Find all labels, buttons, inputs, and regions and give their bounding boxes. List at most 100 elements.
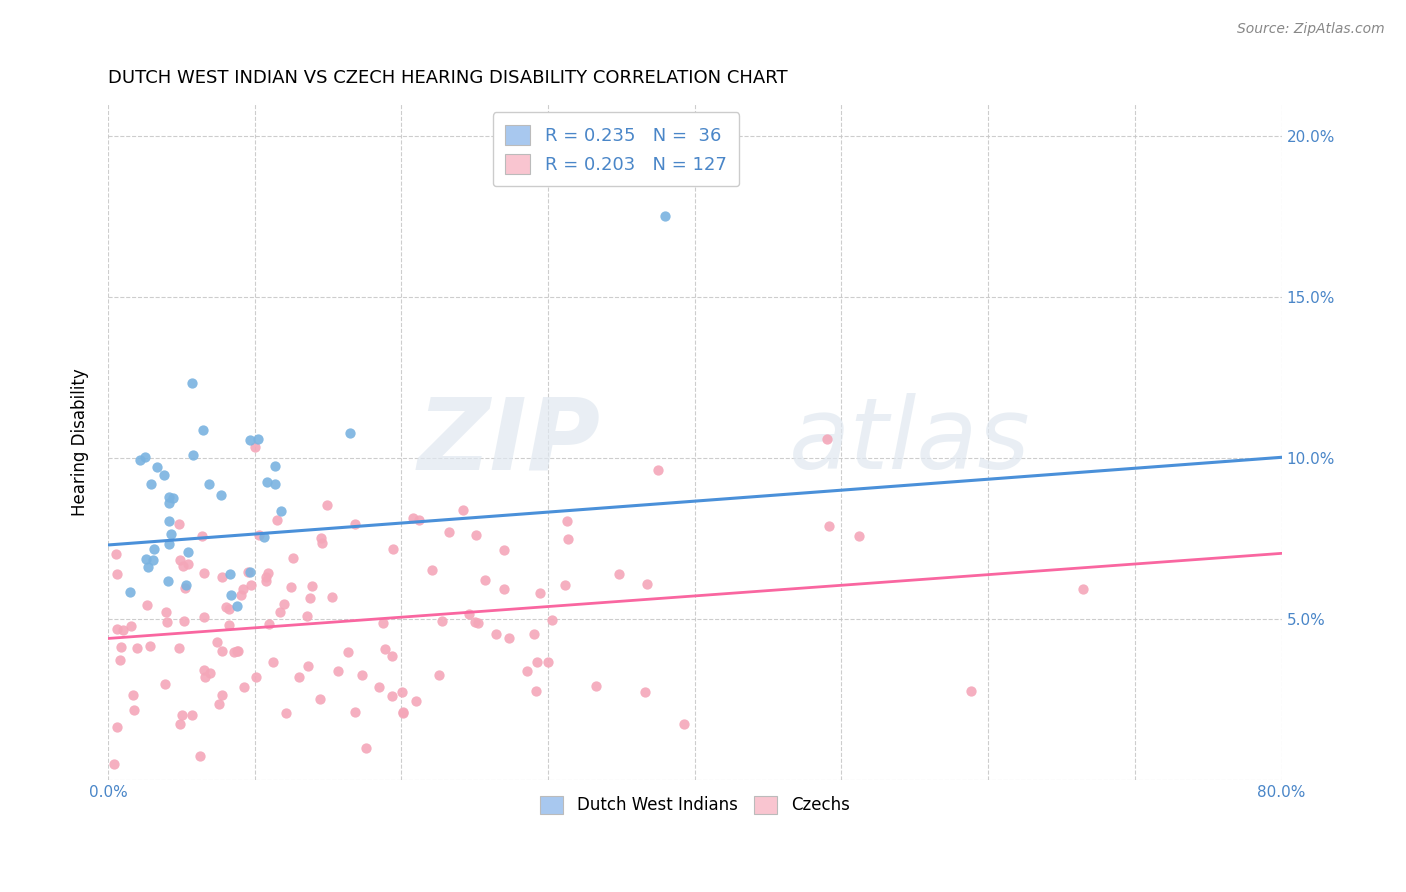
Point — [673, 717, 696, 731]
Point — [256, 475, 278, 489]
Point — [343, 705, 366, 719]
Point — [239, 578, 262, 592]
Point — [105, 720, 128, 734]
Point — [146, 460, 169, 475]
Point — [177, 557, 200, 571]
Point — [218, 617, 240, 632]
Point — [458, 607, 481, 621]
Point — [321, 590, 343, 604]
Point — [647, 463, 669, 477]
Point — [540, 614, 562, 628]
Point — [155, 677, 177, 691]
Point — [153, 467, 176, 482]
Point — [233, 680, 256, 694]
Point — [198, 477, 221, 491]
Point — [135, 598, 157, 612]
Point — [381, 649, 404, 664]
Point — [465, 527, 488, 541]
Point — [492, 542, 515, 557]
Y-axis label: Hearing Disability: Hearing Disability — [72, 368, 89, 516]
Point — [226, 643, 249, 657]
Point — [391, 706, 413, 720]
Point — [380, 690, 402, 704]
Point — [485, 627, 508, 641]
Point — [181, 376, 204, 391]
Point — [301, 579, 323, 593]
Point — [172, 708, 194, 723]
Point — [298, 591, 321, 606]
Point — [218, 601, 240, 615]
Point — [555, 514, 578, 528]
Point — [339, 425, 361, 440]
Point — [157, 496, 180, 510]
Point — [352, 667, 374, 681]
Point — [225, 643, 247, 657]
Point — [193, 566, 215, 580]
Point — [221, 588, 243, 602]
Point — [136, 559, 159, 574]
Point — [288, 670, 311, 684]
Point — [247, 432, 270, 446]
Point — [162, 491, 184, 505]
Point — [467, 615, 489, 630]
Point — [427, 668, 450, 682]
Point — [634, 685, 657, 699]
Point — [211, 644, 233, 658]
Point — [1071, 582, 1094, 597]
Point — [270, 504, 292, 518]
Point — [254, 570, 277, 584]
Point — [214, 599, 236, 614]
Point — [326, 664, 349, 678]
Point — [262, 655, 284, 669]
Point — [295, 608, 318, 623]
Point — [129, 453, 152, 467]
Point — [474, 574, 496, 588]
Point — [239, 565, 262, 579]
Point — [516, 664, 538, 678]
Point — [191, 423, 214, 437]
Point — [311, 536, 333, 550]
Point — [522, 627, 544, 641]
Point — [169, 717, 191, 731]
Point — [269, 605, 291, 619]
Text: Source: ZipAtlas.com: Source: ZipAtlas.com — [1237, 22, 1385, 37]
Point — [156, 615, 179, 629]
Point — [437, 524, 460, 539]
Point — [169, 552, 191, 566]
Point — [232, 582, 254, 596]
Point — [309, 691, 332, 706]
Point — [105, 566, 128, 581]
Point — [818, 519, 841, 533]
Text: atlas: atlas — [789, 393, 1031, 491]
Point — [254, 574, 277, 588]
Point — [432, 614, 454, 628]
Point — [526, 655, 548, 669]
Point — [173, 581, 195, 595]
Point — [554, 577, 576, 591]
Point — [122, 703, 145, 717]
Point — [280, 580, 302, 594]
Point — [112, 624, 135, 638]
Point — [181, 448, 204, 462]
Point — [607, 567, 630, 582]
Point — [160, 526, 183, 541]
Point — [420, 563, 443, 577]
Point — [118, 585, 141, 599]
Point — [281, 551, 304, 566]
Point — [336, 645, 359, 659]
Point — [226, 599, 249, 614]
Point — [636, 577, 658, 591]
Point — [127, 641, 149, 656]
Point — [156, 574, 179, 589]
Point — [960, 683, 983, 698]
Point — [108, 653, 131, 667]
Point — [122, 688, 145, 702]
Point — [245, 670, 267, 684]
Point — [451, 502, 474, 516]
Point — [494, 582, 516, 596]
Point — [155, 606, 177, 620]
Point — [177, 545, 200, 559]
Point — [273, 598, 295, 612]
Point — [815, 432, 838, 446]
Point — [231, 588, 253, 602]
